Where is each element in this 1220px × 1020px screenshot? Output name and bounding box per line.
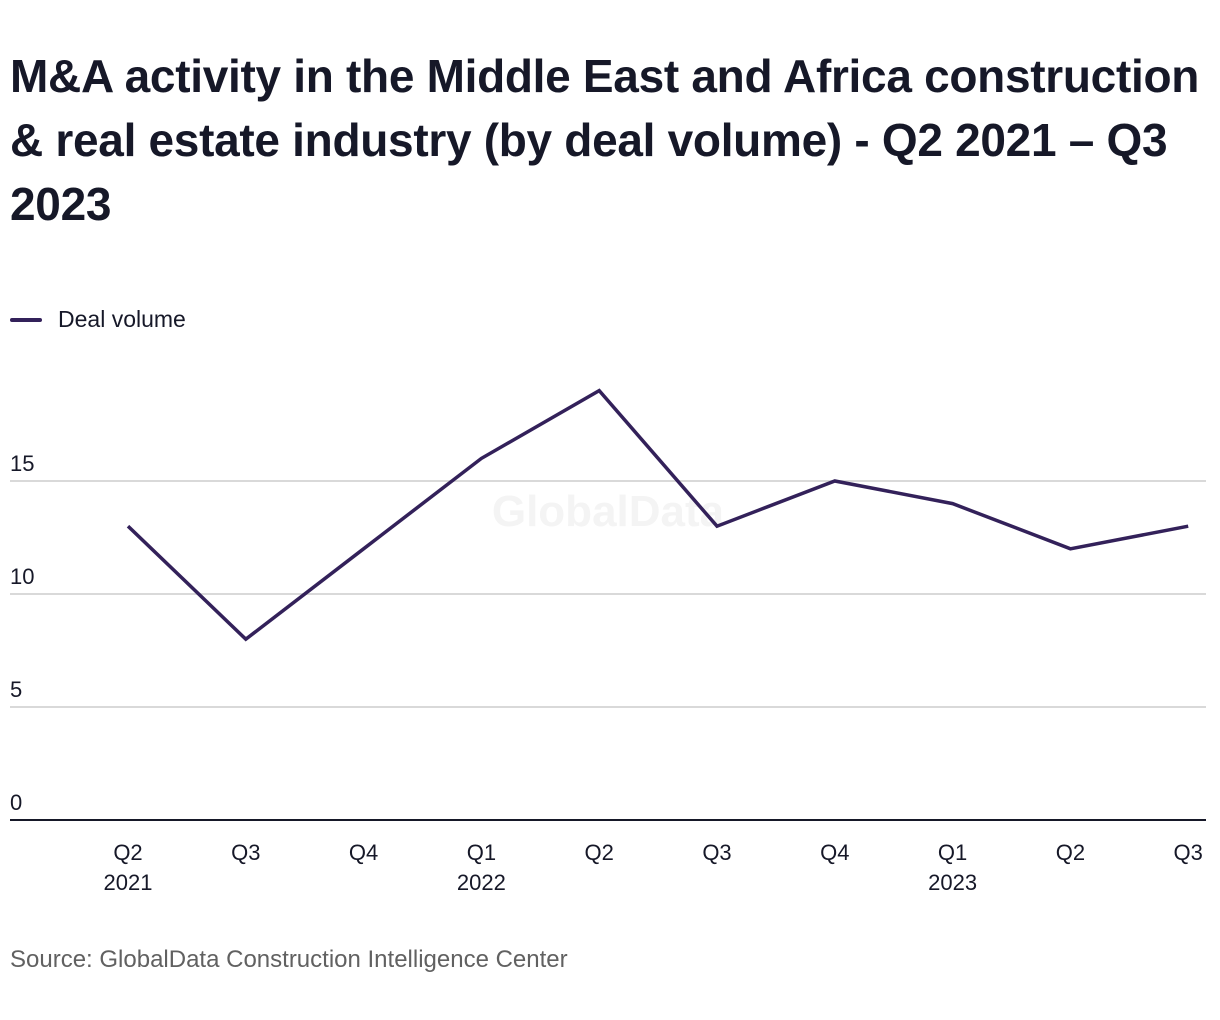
x-tick-label: Q1 bbox=[938, 840, 967, 865]
series-line-deal-volume bbox=[126, 388, 1189, 642]
x-tick-year-label: 2023 bbox=[928, 870, 977, 895]
y-axis-ticks: 0 5 10 15 bbox=[10, 451, 34, 815]
source-note: Source: GlobalData Construction Intellig… bbox=[10, 946, 568, 973]
legend-label-deal-volume: Deal volume bbox=[58, 306, 186, 332]
x-tick-year-label: 2021 bbox=[104, 870, 153, 895]
watermark: GlobalData bbox=[492, 487, 725, 536]
y-tick-label: 5 bbox=[10, 677, 22, 702]
x-tick-year-label: 2022 bbox=[457, 870, 506, 895]
chart-title: M&A activity in the Middle East and Afri… bbox=[10, 50, 1200, 230]
y-tick-label: 0 bbox=[10, 790, 22, 815]
x-tick-label: Q4 bbox=[349, 840, 378, 865]
x-axis-ticks: Q2 2021 Q3 Q4 Q1 2022 Q2 Q3 Q4 Q1 2023 Q2 Q3 bbox=[104, 840, 1203, 895]
x-tick-label: Q2 bbox=[1056, 840, 1085, 865]
legend: Deal volume bbox=[10, 306, 186, 333]
x-tick-label: Q3 bbox=[702, 840, 731, 865]
x-tick-label: Q1 bbox=[467, 840, 496, 865]
x-tick-label: Q3 bbox=[1174, 840, 1203, 865]
x-tick-label: Q2 bbox=[585, 840, 614, 865]
x-tick-label: Q3 bbox=[231, 840, 260, 865]
y-tick-label: 10 bbox=[10, 564, 34, 589]
x-tick-label: Q4 bbox=[820, 840, 849, 865]
gridlines bbox=[10, 480, 1206, 708]
x-tick-label: Q2 bbox=[113, 840, 142, 865]
y-tick-label: 15 bbox=[10, 451, 34, 476]
data-points bbox=[127, 390, 1189, 640]
legend-swatch-deal-volume bbox=[10, 317, 42, 322]
